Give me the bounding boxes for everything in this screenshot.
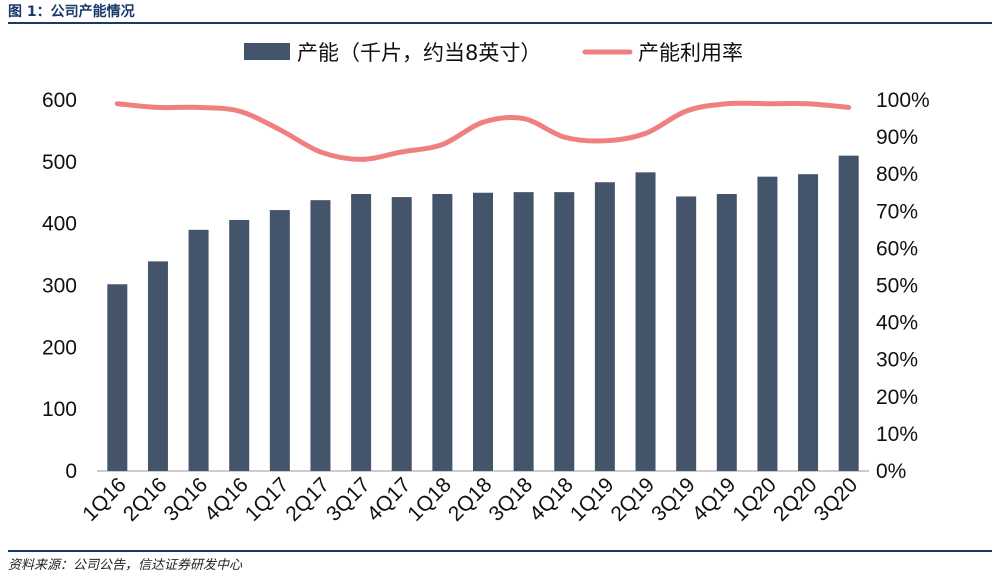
left-y-tick-label: 400 xyxy=(42,213,77,236)
bar-4Q17 xyxy=(391,197,412,471)
right-y-tick-label: 100% xyxy=(876,89,930,112)
left-y-tick-label: 500 xyxy=(42,151,77,174)
bar-1Q20 xyxy=(757,176,778,471)
x-tick-label: 3Q20 xyxy=(810,473,863,526)
bar-2Q17 xyxy=(310,200,331,472)
right-y-tick-label: 30% xyxy=(876,349,918,372)
bar-4Q16 xyxy=(229,219,250,471)
bar-3Q20 xyxy=(838,155,859,471)
left-y-axis: 0 100 200 300 400 500 600 xyxy=(42,89,77,483)
legend-bar-label: 产能（千片，约当8英寸） xyxy=(297,41,541,65)
x-tick-label: 3Q16 xyxy=(160,473,213,526)
bar-3Q19 xyxy=(676,196,697,471)
x-tick-label: 4Q19 xyxy=(688,473,741,526)
right-y-tick-label: 70% xyxy=(876,200,918,223)
x-tick-label: 4Q17 xyxy=(363,473,416,526)
bar-2Q16 xyxy=(147,261,168,471)
figure-source: 资料来源：公司公告，信达证券研发中心 xyxy=(8,558,243,573)
bar-4Q18 xyxy=(554,192,575,472)
right-y-tick-label: 20% xyxy=(876,386,918,409)
left-y-tick-label: 100 xyxy=(42,398,77,421)
bar-4Q19 xyxy=(716,193,737,471)
right-y-tick-label: 10% xyxy=(876,423,918,446)
bottom-rule xyxy=(8,550,992,552)
right-y-tick-label: 90% xyxy=(876,126,918,149)
bar-3Q17 xyxy=(351,193,372,471)
x-tick-label: 1Q16 xyxy=(78,473,131,526)
legend-line-label: 产能利用率 xyxy=(638,41,743,65)
right-y-tick-label: 0% xyxy=(876,460,906,483)
x-tick-label: 2Q17 xyxy=(281,473,334,526)
legend: 产能（千片，约当8英寸） 产能利用率 xyxy=(244,41,743,65)
x-tick-label: 4Q16 xyxy=(200,473,253,526)
x-tick-label: 2Q16 xyxy=(119,473,172,526)
x-tick-label: 4Q18 xyxy=(525,473,578,526)
left-y-tick-label: 600 xyxy=(42,89,77,112)
left-y-tick-label: 300 xyxy=(42,275,77,298)
legend-bar-swatch xyxy=(244,43,290,60)
bar-series xyxy=(107,155,859,472)
x-tick-label: 1Q20 xyxy=(728,473,781,526)
bar-2Q18 xyxy=(473,192,493,471)
right-y-tick-label: 40% xyxy=(876,312,918,335)
x-tick-label: 2Q20 xyxy=(769,473,822,526)
utilization-line xyxy=(114,100,852,162)
x-tick-label: 1Q19 xyxy=(566,473,619,526)
bar-2Q19 xyxy=(635,172,656,471)
right-y-axis: 0% 10% 20% 30% 40% 50% 60% 70% 80% 90% 100% xyxy=(876,89,930,483)
bar-1Q19 xyxy=(594,182,615,471)
x-tick-label: 2Q18 xyxy=(444,473,497,526)
x-tick-label: 1Q18 xyxy=(403,473,456,526)
left-y-tick-label: 200 xyxy=(42,336,77,359)
left-y-tick-label: 0 xyxy=(65,460,77,483)
bar-1Q17 xyxy=(269,210,290,471)
right-y-tick-label: 50% xyxy=(876,275,918,298)
bar-1Q18 xyxy=(432,193,453,471)
x-tick-label: 3Q17 xyxy=(322,473,375,526)
x-tick-label: 1Q17 xyxy=(241,473,294,526)
x-axis-labels: 1Q162Q163Q164Q161Q172Q173Q174Q171Q182Q18… xyxy=(78,473,862,526)
figure-title: 图 1：公司产能情况 xyxy=(8,4,135,20)
right-y-tick-label: 60% xyxy=(876,237,918,260)
bar-3Q16 xyxy=(188,229,209,471)
bar-2Q20 xyxy=(798,174,819,471)
bar-1Q16 xyxy=(107,284,128,471)
chart: 产能（千片，约当8英寸） 产能利用率 0 100 200 300 400 500 600 0… xyxy=(42,41,930,526)
top-rule xyxy=(8,22,992,24)
right-y-tick-label: 80% xyxy=(876,163,918,186)
x-tick-label: 3Q19 xyxy=(647,473,700,526)
bar-3Q18 xyxy=(513,192,534,472)
x-tick-label: 2Q19 xyxy=(606,473,659,526)
x-tick-label: 3Q18 xyxy=(485,473,538,526)
